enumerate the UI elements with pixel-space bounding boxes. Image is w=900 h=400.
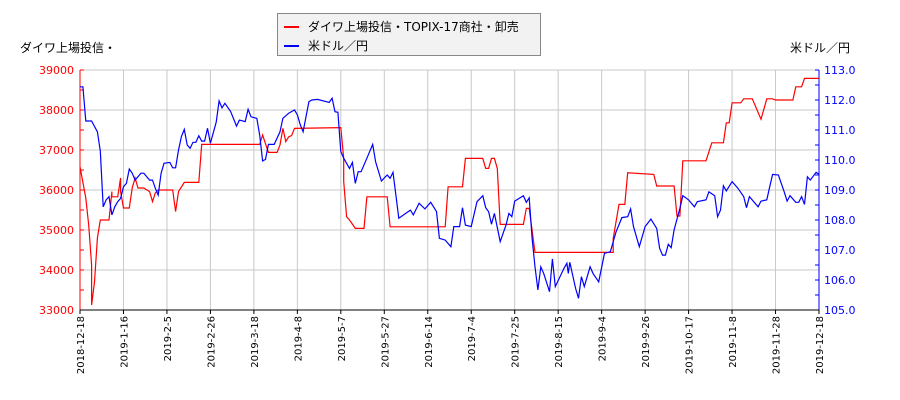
x-tick-label: 2019-2-5 (163, 316, 174, 361)
legend-label: 米ドル／円 (308, 39, 369, 53)
legend-swatch-red (284, 25, 299, 28)
legend-entry-etf: ダイワ上場投信・TOPIX-17商社・卸売 (284, 18, 519, 35)
x-tick-label: 2019-5-7 (337, 316, 348, 361)
legend-swatch-blue (284, 44, 299, 47)
right-tick-label: 108.0 (824, 214, 856, 227)
x-tick-label: 2018-12-18 (76, 316, 87, 374)
x-tick-label: 2019-9-4 (598, 316, 609, 361)
x-tick-label: 2019-5-27 (380, 316, 391, 368)
left-tick-label: 33000 (39, 304, 74, 317)
x-tick-label: 2019-8-15 (554, 316, 565, 368)
x-tick-label: 2019-4-8 (293, 316, 304, 361)
left-tick-label: 36000 (39, 184, 74, 197)
legend-label: ダイワ上場投信・TOPIX-17商社・卸売 (308, 20, 519, 34)
right-tick-label: 112.0 (824, 94, 856, 107)
right-tick-label: 113.0 (824, 64, 856, 77)
left-tick-label: 39000 (39, 64, 74, 77)
x-tick-label: 2019-11-8 (728, 316, 739, 368)
x-tick-label: 2019-11-28 (772, 316, 783, 374)
left-tick-label: 34000 (39, 264, 74, 277)
x-tick-label: 2019-9-26 (641, 316, 652, 368)
x-tick-label: 2019-7-25 (511, 316, 522, 368)
right-tick-label: 111.0 (824, 124, 856, 137)
legend-entry-usdjpy: 米ドル／円 (284, 37, 368, 54)
right-tick-label: 106.0 (824, 274, 856, 287)
right-tick-label: 105.0 (824, 304, 856, 317)
right-tick-label: 109.0 (824, 184, 856, 197)
left-tick-label: 38000 (39, 104, 74, 117)
right-tick-label: 107.0 (824, 244, 856, 257)
x-tick-label: 2019-6-14 (424, 316, 435, 368)
series-line-etf (79, 77, 819, 306)
x-tick-label: 2019-7-4 (467, 316, 478, 361)
x-tick-label: 2019-3-18 (250, 316, 261, 368)
x-tick-label: 2019-1-16 (119, 316, 130, 368)
left-tick-label: 37000 (39, 144, 74, 157)
left-tick-label: 35000 (39, 224, 74, 237)
x-tick-label: 2019-12-18 (815, 316, 826, 374)
right-axis-title: 米ドル／円 (790, 41, 851, 55)
x-tick-label: 2019-10-17 (685, 316, 696, 374)
legend: ダイワ上場投信・TOPIX-17商社・卸売 米ドル／円 (277, 13, 541, 56)
x-tick-label: 2019-2-26 (206, 316, 217, 368)
right-tick-label: 110.0 (824, 154, 856, 167)
left-axis-title: ダイワ上場投信・ (20, 41, 117, 55)
series-line-usdjpy (80, 86, 820, 299)
